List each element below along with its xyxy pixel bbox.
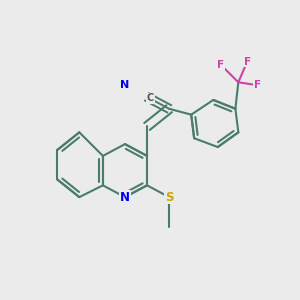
- Text: N: N: [120, 190, 130, 204]
- Text: N: N: [120, 80, 130, 90]
- Text: F: F: [254, 80, 261, 90]
- Text: C: C: [147, 94, 154, 103]
- Text: F: F: [217, 60, 224, 70]
- Text: S: S: [165, 190, 173, 204]
- Text: F: F: [244, 57, 251, 67]
